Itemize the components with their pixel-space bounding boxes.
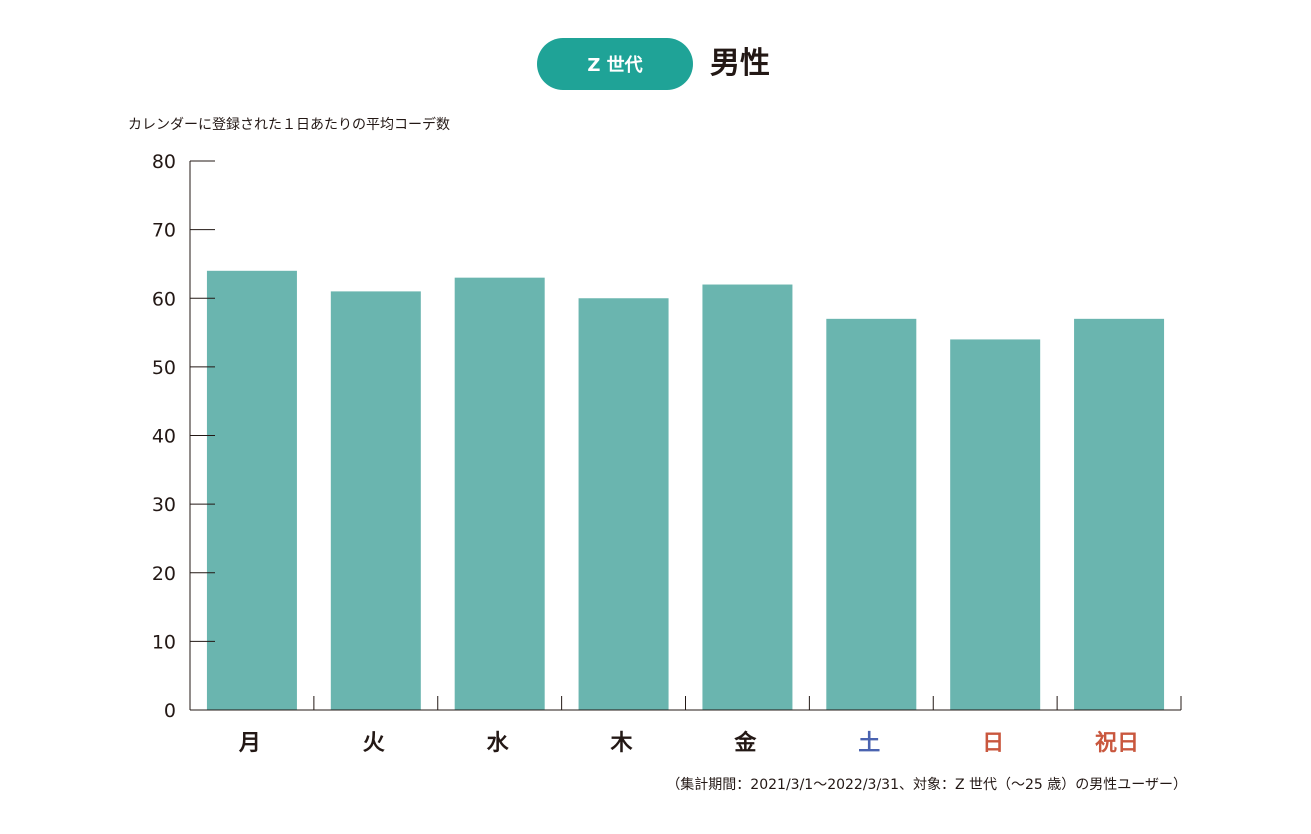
y-tick-label-0: 0 [164,700,176,722]
footnote: （集計期間：2021/3/1〜2022/3/31、対象：Z 世代（〜25 歳）の… [666,777,1187,793]
bar-3 [578,298,669,710]
bar-2 [454,277,545,710]
x-tick-label-0: 月 [238,731,261,756]
bar-1 [330,291,421,710]
x-tick-label-6: 日 [982,731,1004,756]
bar-7 [1074,318,1165,710]
x-tick-label-1: 火 [363,731,385,756]
chart-title: 男性 [710,46,770,81]
y-tick-label-7: 70 [152,220,176,242]
bar-5 [826,318,917,710]
bar-6 [950,339,1041,710]
bar-4 [702,284,793,710]
y-tick-label-5: 50 [152,357,176,379]
bar-0 [206,270,297,710]
y-tick-label-8: 80 [152,151,176,173]
y-tick-label-3: 30 [152,494,176,516]
x-tick-label-2: 水 [487,731,510,756]
x-tick-label-4: 金 [733,730,757,756]
x-tick-label-7: 祝日 [1095,731,1139,756]
generation-badge: Z 世代 [537,38,693,90]
x-tick-label-5: 土 [858,731,880,756]
y-axis-caption: カレンダーに登録された１日あたりの平均コーデ数 [128,117,450,133]
y-tick-label-4: 40 [152,426,176,448]
x-tick-label-3: 木 [610,731,634,756]
y-tick-label-1: 10 [152,631,176,653]
y-tick-label-6: 60 [152,288,176,310]
y-tick-label-2: 20 [152,563,176,585]
generation-badge-label: Z 世代 [587,55,643,76]
